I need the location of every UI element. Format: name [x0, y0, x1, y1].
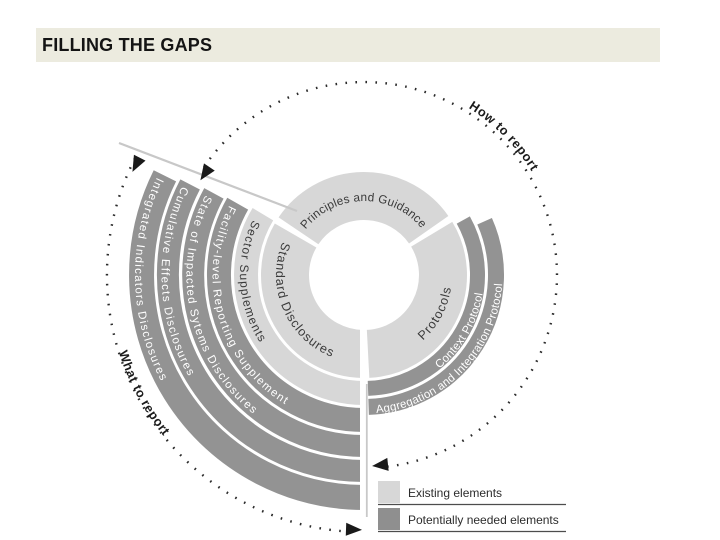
upper-left-cut-line: [118, 141, 298, 213]
ring-protocols: [365, 221, 467, 378]
label-how-to-report: How to report: [467, 98, 542, 174]
arrowhead-inner-top-icon: [200, 163, 215, 181]
legend-swatch-existing: [378, 481, 400, 503]
arrowhead-outer-top-icon: [132, 154, 146, 172]
ring-standard-disclosures: [261, 223, 364, 378]
arrowhead-outer-bottom-icon: [345, 522, 362, 536]
ring-sector-supplements: [234, 208, 365, 405]
ring-bands: [129, 170, 504, 510]
legend-swatch-needed: [378, 508, 400, 530]
ring-cumulative-effects-disclosures: [156, 179, 365, 482]
legend-label-needed: Potentially needed elements: [408, 513, 559, 527]
ring-state-of-impacted-systems-disclosures: [182, 188, 365, 457]
ring-principles-and-guidance: [278, 172, 449, 246]
legend-label-existing: Existing elements: [408, 486, 502, 500]
ring-context-protocol: [367, 216, 485, 396]
slide-title: FILLING THE GAPS: [42, 34, 213, 55]
flow-arrowheads: [132, 154, 389, 536]
ring-aggregation-integration-protocol: [368, 218, 504, 415]
slide-title-bar: FILLING THE GAPS: [36, 28, 660, 62]
ring-facility-level-reporting-supplement: [207, 197, 365, 432]
how-to-report-dotted-arc: [203, 80, 559, 469]
arrowhead-inner-bottom-icon: [372, 457, 389, 471]
ring-integrated-indicators-disclosures: [129, 170, 365, 510]
legend: Existing elements Potentially needed ele…: [378, 481, 566, 533]
